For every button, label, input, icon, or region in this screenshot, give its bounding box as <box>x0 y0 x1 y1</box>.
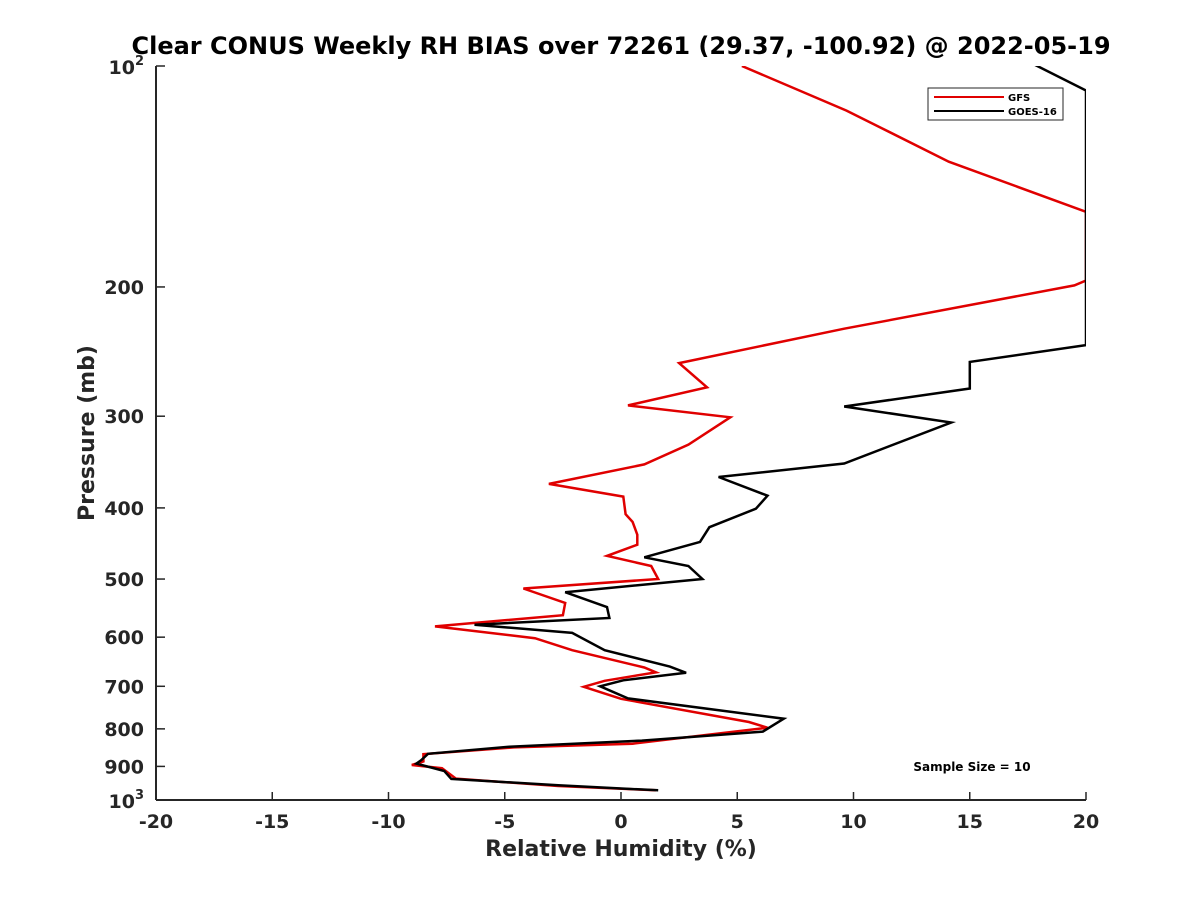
y-axis-label: Pressure (mb) <box>75 345 100 521</box>
sample-size-annotation: Sample Size = 10 <box>913 760 1030 774</box>
legend: GFS GOES-16 <box>927 87 1064 121</box>
series-line-goes16 <box>413 66 1086 792</box>
y-tick-label: 700 <box>104 676 144 698</box>
y-tick-label: 600 <box>104 627 144 649</box>
y-tick-label: 900 <box>104 756 144 778</box>
x-tick-label: 20 <box>1073 811 1099 833</box>
x-tick-label: 5 <box>731 811 744 833</box>
axes-layer: -20 -15 -10 -5 0 5 10 15 20 102 200 300 400 500 600 700… <box>104 54 1099 833</box>
legend-label-goes16: GOES-16 <box>1008 107 1057 118</box>
x-axis-label: Relative Humidity (%) <box>485 837 757 862</box>
y-tick-label: 102 <box>109 54 145 79</box>
y-tick-label: 500 <box>104 569 144 591</box>
chart-title: Clear CONUS Weekly RH BIAS over 72261 (2… <box>131 32 1110 60</box>
x-tick-label: 15 <box>957 811 983 833</box>
y-tick-label: 103 <box>109 788 145 813</box>
y-tick-label: 800 <box>104 719 144 741</box>
x-tick-label: 0 <box>614 811 627 833</box>
plot-area <box>156 66 1086 800</box>
legend-box <box>927 87 1064 121</box>
legend-label-gfs: GFS <box>1008 93 1030 104</box>
series-layer <box>411 66 1086 792</box>
x-tick-label: -15 <box>255 811 289 833</box>
y-tick-label: 200 <box>104 277 144 299</box>
x-tick-label: -20 <box>139 811 173 833</box>
x-tick-label: -5 <box>494 811 515 833</box>
x-tick-label: -10 <box>371 811 405 833</box>
x-tick-label: 10 <box>840 811 866 833</box>
y-tick-label: 400 <box>104 498 144 520</box>
y-tick-label: 300 <box>104 406 144 428</box>
